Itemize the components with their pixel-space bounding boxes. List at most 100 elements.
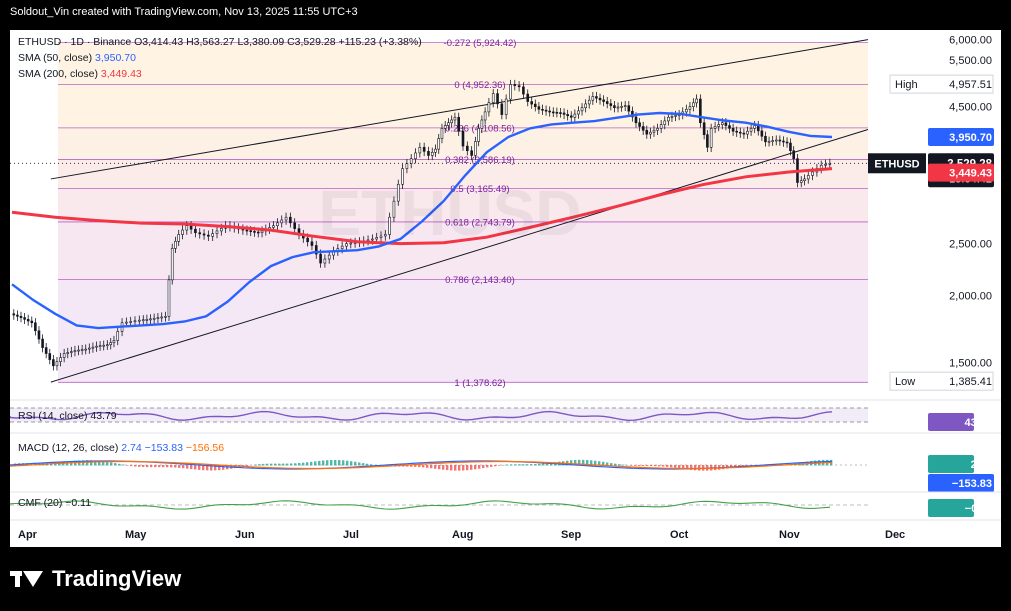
macd-hist-bar — [334, 459, 337, 466]
candle-body — [220, 228, 223, 232]
candle-body — [207, 234, 210, 237]
candle-body — [670, 116, 674, 118]
macd-hist-bar — [550, 462, 553, 466]
macd-hist-bar — [454, 465, 457, 471]
macd-hist-bar — [270, 463, 273, 466]
cmf-legend: CMF (20) −0.11 — [18, 497, 91, 509]
macd-hist-bar — [246, 465, 249, 467]
candle-body — [620, 106, 623, 108]
candle-body — [695, 98, 698, 104]
candle-body — [638, 122, 641, 127]
legend-sma200-label: SMA (200, close) — [18, 68, 101, 80]
candle-body — [215, 230, 219, 234]
sma50-line — [11, 111, 833, 330]
macd-signal-line — [10, 460, 833, 470]
macd-hist-bar — [458, 465, 461, 471]
macd-hist-bar — [406, 465, 409, 467]
candle-body — [306, 237, 309, 243]
candle-body — [771, 140, 774, 142]
candle-body — [276, 222, 279, 226]
candle-body — [609, 103, 613, 106]
macd-hist-bar — [190, 465, 193, 470]
legend-sma200: SMA (200, close) 3,449.43 — [18, 68, 142, 80]
macd-hist-bar — [626, 464, 629, 466]
candle-body — [623, 105, 627, 107]
macd-hist-bar — [126, 465, 129, 466]
candle-body — [595, 96, 598, 99]
macd-value-tag-bg — [928, 455, 974, 473]
macd-hist-bar — [542, 463, 545, 466]
macd-hist-bar — [358, 462, 361, 466]
macd-hist-bar — [130, 465, 133, 467]
macd-hist-bar — [290, 463, 293, 466]
candle-body — [77, 349, 80, 352]
candle-body — [537, 106, 541, 110]
cmf-value-tag-bg — [928, 499, 974, 517]
candle-body — [667, 116, 670, 122]
candle-body — [88, 347, 91, 350]
cmf-value-tag: −0.11 — [928, 499, 992, 517]
candle-body — [749, 128, 753, 132]
candle-body — [652, 129, 656, 133]
macd-hist-bar — [686, 465, 689, 470]
macd-hist-bar — [690, 465, 693, 470]
candle-body — [202, 233, 206, 236]
candle-body — [721, 122, 724, 125]
candle-body — [466, 145, 469, 152]
candle-body — [616, 106, 620, 109]
macd-hist-bar — [694, 465, 697, 471]
macd-hist-bar — [250, 465, 253, 466]
macd-hist-bar — [94, 460, 97, 466]
macd-hist-bar — [510, 464, 513, 466]
candle-body — [548, 110, 551, 113]
rsi-value-tag: 43.79 — [928, 413, 992, 431]
candle-body — [427, 151, 430, 156]
macd-hist-bar — [446, 465, 449, 471]
candle-body — [602, 99, 605, 102]
cmf-value-tag-text: −0.11 — [965, 503, 992, 515]
candle-body — [129, 321, 132, 323]
macd-hist-bar — [502, 464, 505, 466]
candle-body — [280, 219, 284, 224]
candle-body — [699, 98, 702, 124]
chart-frame[interactable]: -0.272 (5,924.42) 0 (4,952.36) 0.236 (4,10… — [10, 30, 1001, 547]
candle-body — [116, 331, 120, 341]
macd-hist-bar — [170, 465, 173, 468]
candle-body — [272, 225, 275, 228]
macd-hist-bar — [338, 460, 341, 466]
time-axis-label: Apr — [18, 529, 38, 541]
macd-hist-bar — [122, 464, 125, 466]
candle-body — [577, 110, 580, 115]
macd-hist-bar — [594, 460, 597, 466]
macd-hist-bar — [286, 463, 289, 466]
macd-hist-bar — [426, 465, 429, 468]
candle-body — [487, 102, 491, 113]
macd-hist-bar — [214, 465, 217, 471]
low-value: 1,385.41 — [949, 376, 992, 388]
candle-body — [26, 319, 30, 322]
low-label: Low — [895, 376, 915, 388]
candle-body — [401, 168, 404, 185]
macd-hist-bar — [274, 463, 277, 466]
macd-hist-bar — [218, 465, 221, 471]
macd-hist-bar — [414, 465, 417, 467]
candle-body — [702, 122, 706, 135]
candle-body — [509, 84, 512, 100]
macd-hist-bar — [590, 460, 593, 466]
candle-body — [587, 99, 591, 105]
macd-hist-bar — [506, 464, 509, 466]
candle-body — [260, 230, 264, 234]
candle-body — [170, 248, 174, 281]
fib-zone — [58, 42, 868, 85]
macd-hist-bar — [254, 464, 257, 466]
rsi-value-tag-bg — [928, 413, 974, 431]
chart-canvas[interactable]: -0.272 (5,924.42) 0 (4,952.36) 0.236 (4,10… — [10, 30, 1001, 547]
candle-body — [641, 126, 645, 131]
candle-body — [293, 222, 296, 229]
candle-body — [573, 113, 577, 118]
fib-zone — [58, 84, 868, 128]
candle-body — [189, 225, 193, 230]
candle-body — [605, 101, 609, 104]
candle-body — [409, 158, 413, 164]
candle-body — [764, 135, 767, 143]
